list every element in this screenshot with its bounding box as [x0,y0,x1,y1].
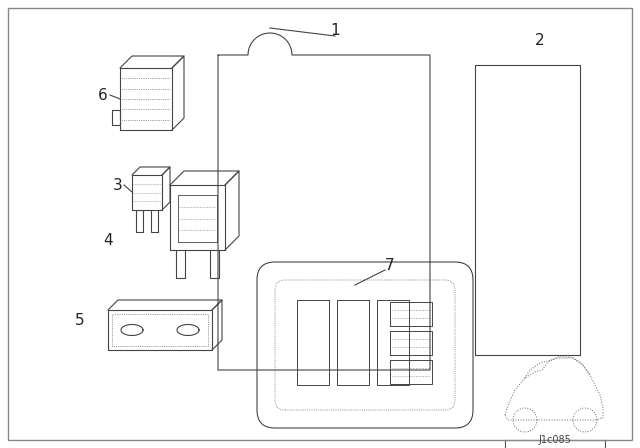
Text: 7: 7 [385,258,395,272]
Text: J1c085: J1c085 [539,435,572,445]
Text: 2: 2 [535,33,545,47]
Text: 1: 1 [330,22,340,38]
Bar [505,440,605,448]
Text: 3: 3 [113,177,123,193]
Text: 6: 6 [98,87,108,103]
Text: 4: 4 [103,233,113,247]
Text: 5: 5 [75,313,85,327]
